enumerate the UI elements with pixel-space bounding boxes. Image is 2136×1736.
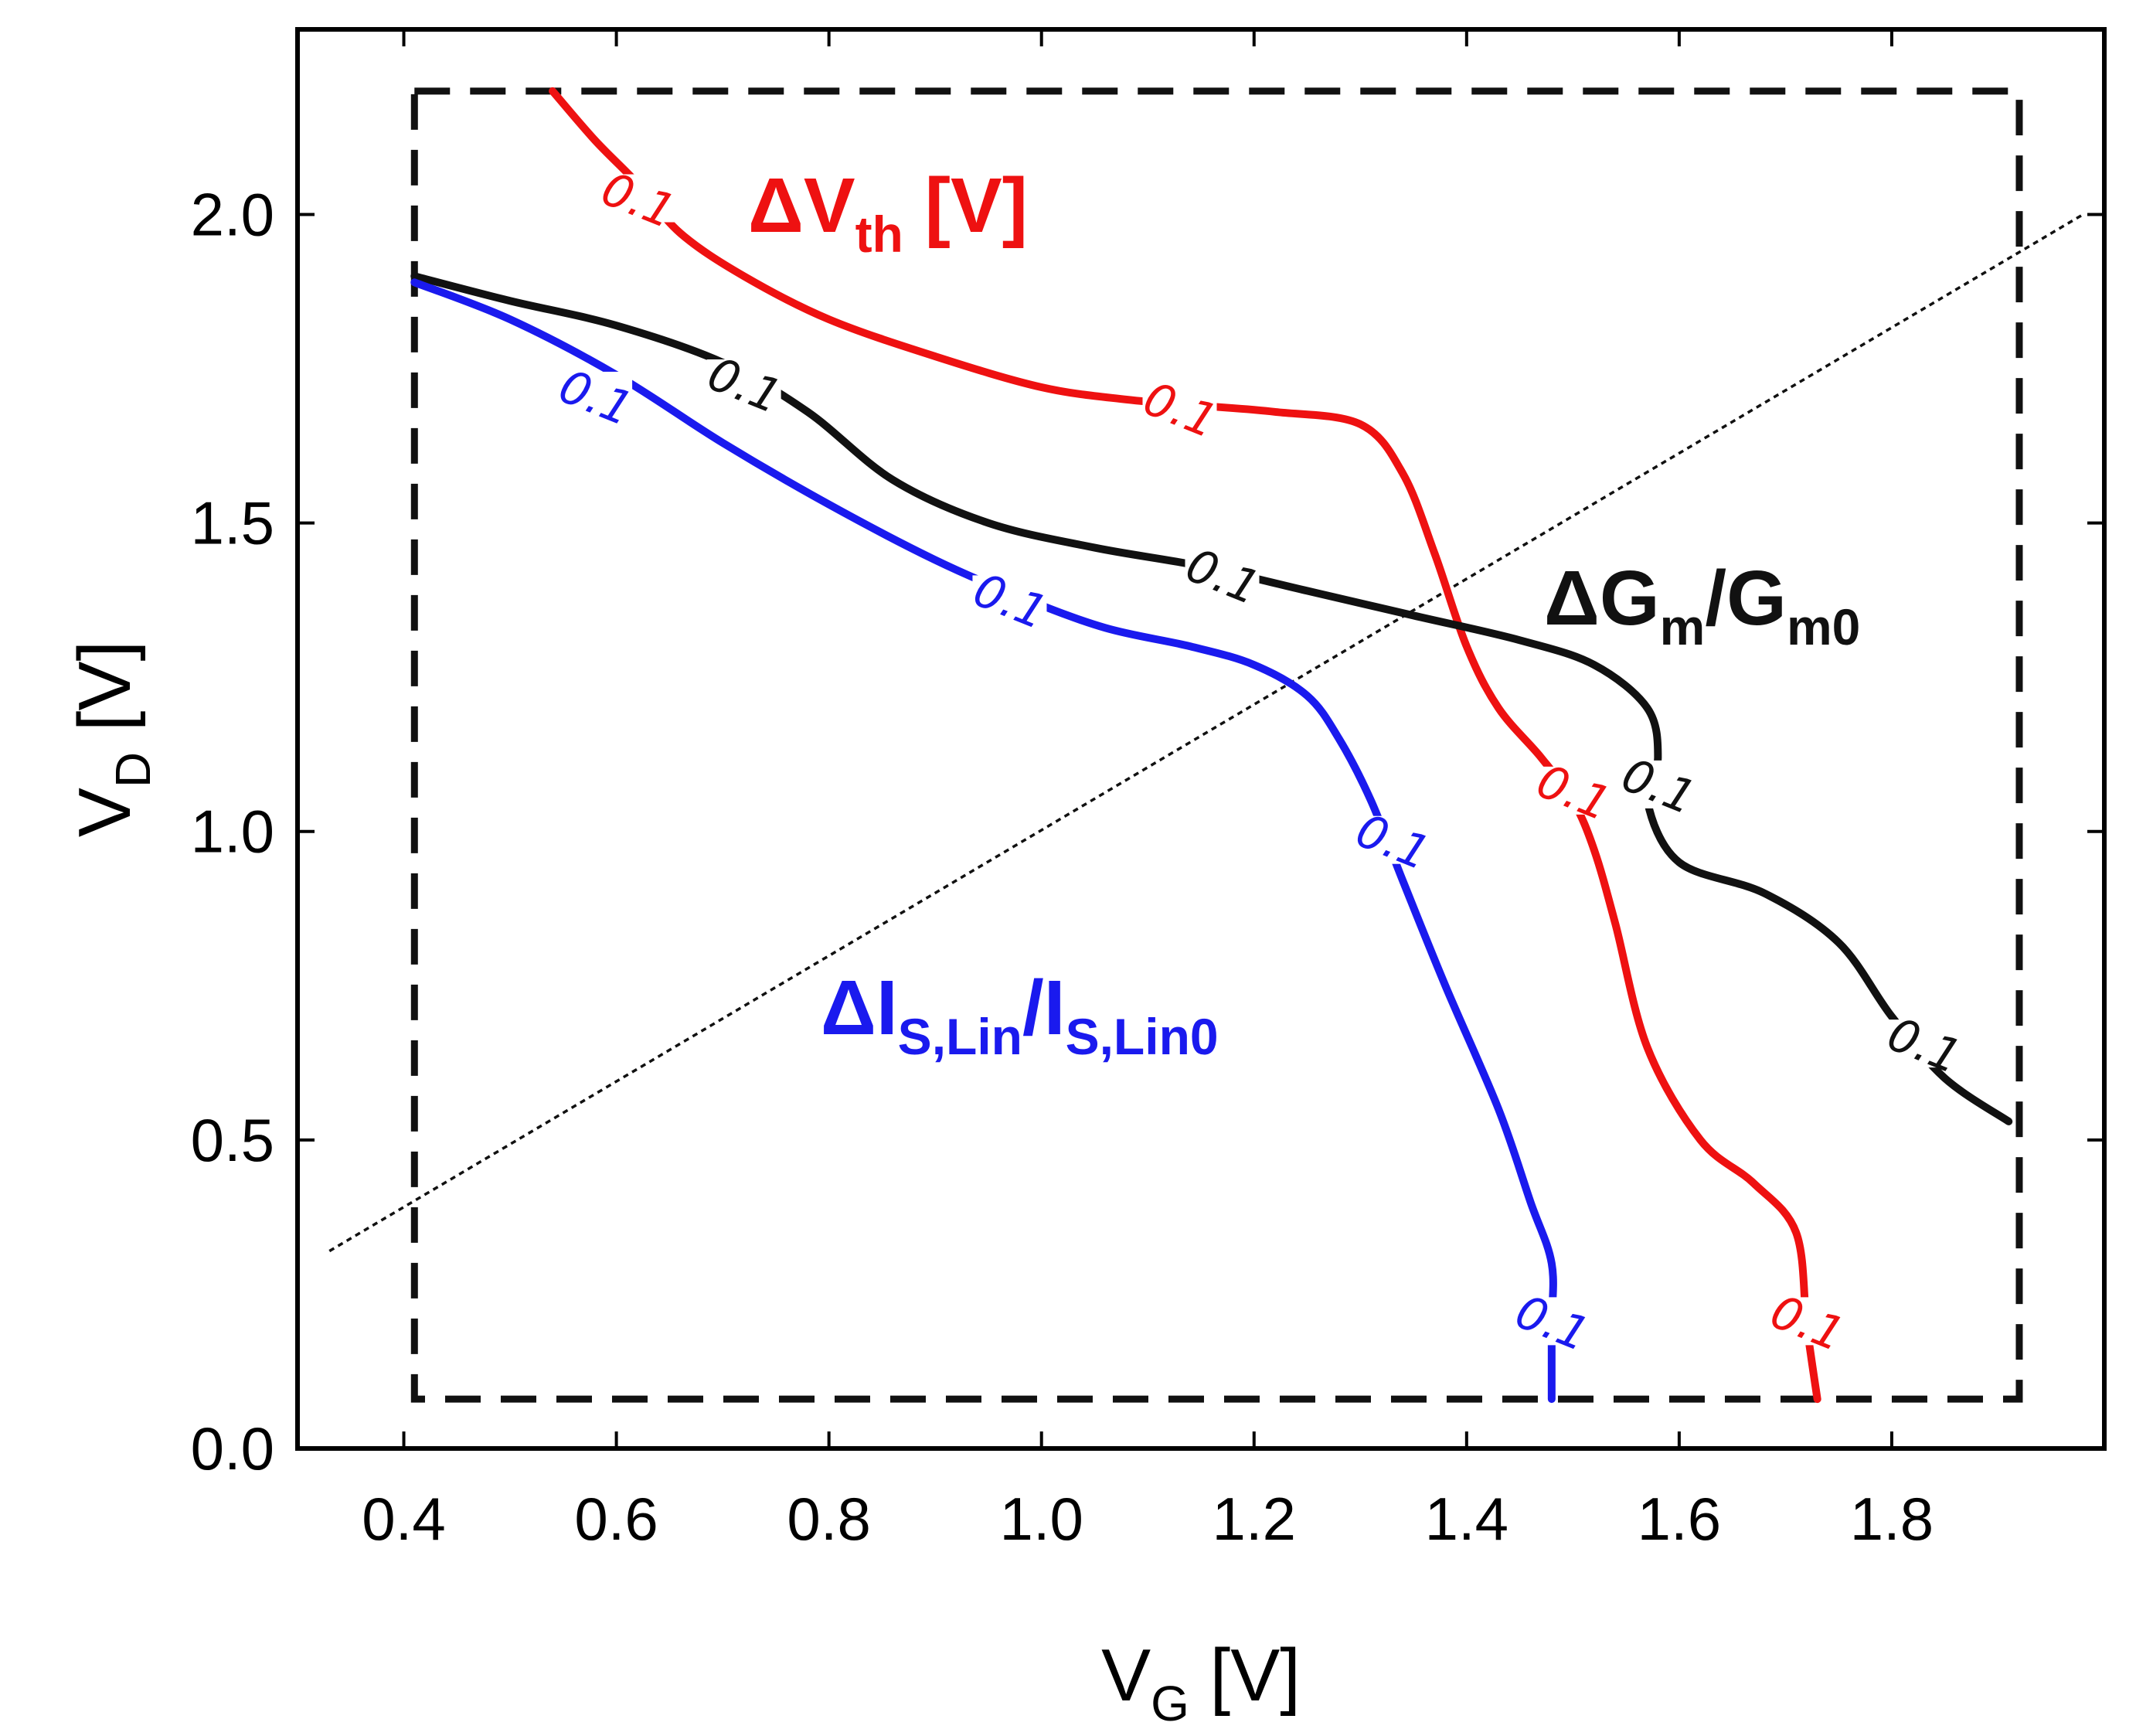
series-label-gm: ΔGm/Gm0 [1544, 555, 1860, 655]
x-tick-label: 0.4 [362, 1485, 445, 1553]
x-tick-label: 1.8 [1850, 1485, 1934, 1553]
x-axis-title: VG [V] [1101, 1634, 1301, 1731]
contour-label: 0.1 [1508, 1285, 1597, 1363]
contour-label: 0.1 [1349, 804, 1437, 882]
x-tick-label: 1.0 [999, 1485, 1083, 1553]
x-axis-title-main: V [1101, 1634, 1151, 1717]
y-tick-label: 0.0 [191, 1414, 274, 1482]
x-tick-label: 1.4 [1425, 1485, 1508, 1553]
contour-label: 0.1 [1763, 1285, 1852, 1363]
series-curves [410, 87, 2013, 1404]
x-tick-label: 0.6 [574, 1485, 658, 1553]
axis-ticks: 0.4 0.6 0.8 1.0 1.2 1.4 1.6 1.8 0.0 0.5 1.0 1.5 2.0 [191, 29, 2104, 1553]
contour-label: 0.1 [1179, 538, 1267, 616]
series-label-is: ΔIS,Lin/IS,Lin0 [821, 965, 1219, 1065]
contour-label: 0.1 [551, 359, 640, 437]
diagonal-line [328, 213, 2084, 1253]
y-axis-title-sub: D [105, 752, 161, 788]
region-box [410, 87, 2023, 1403]
series-line-2 [410, 278, 1557, 1404]
contour-label-bg [600, 174, 675, 223]
contour-label-bg [1355, 815, 1430, 864]
contour-label-bg [706, 359, 781, 407]
contour-label: 0.1 [1529, 754, 1618, 832]
y-tick-label: 0.5 [191, 1106, 274, 1174]
contour-label: 0.1 [594, 162, 682, 240]
x-tick-label: 1.2 [1213, 1485, 1296, 1553]
contour-label: 0.1 [966, 563, 1055, 641]
x-tick-label: 1.6 [1638, 1485, 1721, 1553]
x-axis-title-sub: G [1151, 1676, 1189, 1731]
x-axis-title-unit: [V] [1189, 1634, 1301, 1717]
contour-label-bg [1536, 766, 1611, 815]
contour-label-bg [972, 575, 1047, 624]
series-line-0 [549, 87, 1821, 1404]
y-tick-label: 1.0 [191, 798, 274, 866]
x-tick-label: 0.8 [787, 1485, 870, 1553]
plot-frame [295, 27, 2107, 1451]
contour-label: 0.1 [1136, 372, 1225, 450]
contour-label-bg [558, 371, 633, 420]
y-axis-title-unit: [V] [63, 641, 146, 752]
contour-label-bg [1621, 760, 1696, 808]
y-tick-label: 1.5 [191, 489, 274, 557]
y-axis-title: VD [V] [63, 641, 161, 837]
contour-label-bg [1886, 1019, 1961, 1068]
contour-label-bg [1769, 1297, 1844, 1346]
contour-label-bg [1514, 1297, 1589, 1346]
contour-label-bg [1142, 383, 1217, 432]
contour-label-bg [1185, 550, 1260, 599]
y-axis-title-main: V [63, 788, 146, 837]
series-label-vth: ΔVth [V] [748, 162, 1028, 263]
contour-label: 0.1 [1614, 748, 1703, 826]
y-tick-label: 2.0 [191, 180, 274, 248]
